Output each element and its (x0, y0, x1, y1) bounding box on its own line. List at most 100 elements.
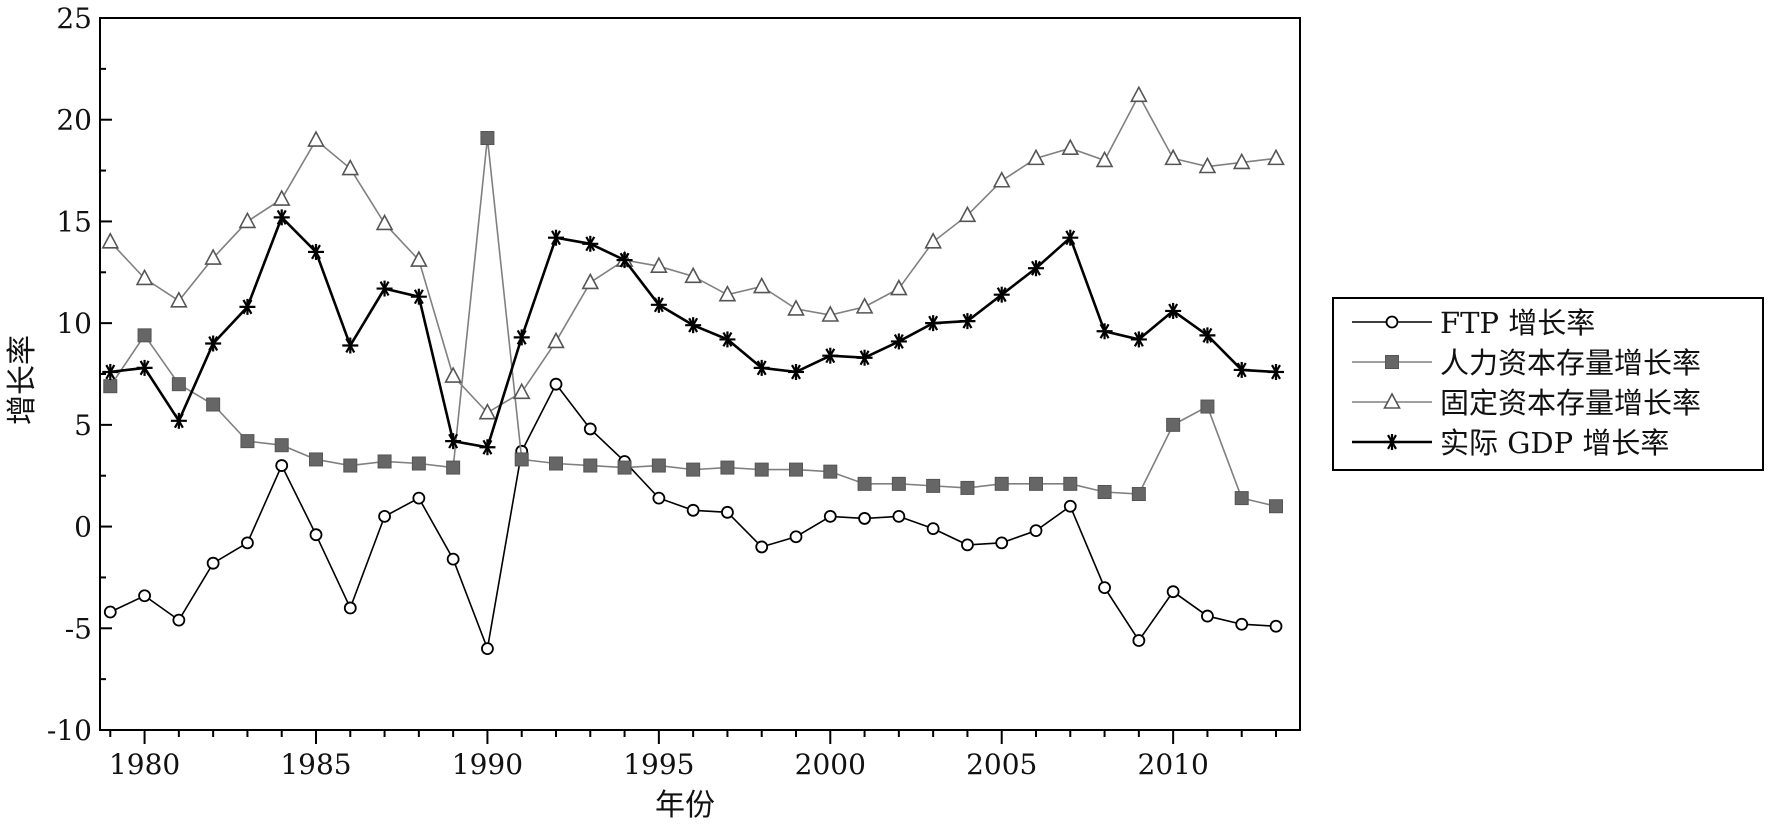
data-point-square (617, 460, 632, 475)
data-point-triangle (1232, 152, 1251, 170)
series-line (109, 93, 1277, 414)
data-point-circle (138, 589, 151, 603)
legend-frame (1332, 297, 1764, 471)
data-point-triangle (512, 382, 531, 400)
legend-item: 固定资本存量增长率 (1352, 386, 1701, 420)
data-point-star (616, 252, 633, 269)
data-point-square (343, 458, 358, 473)
data-point-square (411, 456, 426, 471)
data-point-square (240, 434, 255, 449)
y-tick-label: 5 (74, 409, 92, 442)
data-point-circle (1166, 585, 1180, 599)
y-tick-label: 15 (56, 205, 92, 238)
data-point-square (754, 462, 769, 477)
data-point-square (377, 454, 392, 469)
data-point-star (239, 298, 256, 315)
data-point-triangle (1061, 138, 1080, 155)
data-point-star (856, 349, 873, 366)
data-point-star (479, 439, 496, 456)
plot-frame (99, 17, 1301, 731)
data-point-circle (241, 536, 254, 550)
data-point-triangle (101, 232, 120, 249)
data-point-circle (583, 422, 597, 436)
data-point-triangle (718, 284, 737, 302)
data-point-square (206, 397, 221, 412)
data-point-triangle (307, 130, 325, 147)
y-tick-label: 10 (56, 307, 92, 340)
data-point-square (103, 379, 118, 394)
data-point-triangle (272, 189, 291, 206)
legend-label: FTP 增长率 (1440, 306, 1595, 340)
data-point-square (1166, 417, 1181, 432)
data-point-square (720, 460, 735, 475)
data-point-square (651, 458, 666, 473)
data-point-circle (275, 459, 289, 472)
data-point-square (1200, 399, 1215, 414)
data-point-circle (378, 510, 391, 523)
data-point-triangle (375, 213, 394, 231)
data-point-triangle (1130, 85, 1148, 103)
series-circle (103, 377, 1283, 656)
data-point-square (823, 464, 838, 479)
data-point-triangle (752, 276, 771, 294)
legend-item: FTP 增长率 (1352, 306, 1595, 340)
data-point-star (959, 313, 976, 330)
data-point-square (171, 377, 186, 392)
legend-label: 人力资本存量增长率 (1440, 346, 1701, 380)
x-tick-label: 1995 (623, 748, 694, 781)
data-point-square (274, 438, 289, 453)
data-point-star (205, 335, 222, 352)
data-point-star (1028, 260, 1044, 277)
data-point-circle (412, 491, 426, 505)
data-point-triangle (581, 272, 600, 290)
series-star (102, 209, 1284, 456)
data-point-square (1063, 476, 1078, 491)
data-point-triangle (855, 297, 874, 314)
y-tick-label: 20 (56, 104, 92, 137)
x-tick-label: 2005 (966, 748, 1037, 781)
data-point-star (719, 331, 736, 348)
data-point-circle (755, 540, 769, 554)
data-point-circle (823, 510, 837, 523)
data-point-star (1062, 229, 1079, 246)
data-point-triangle (958, 205, 977, 223)
data-point-square (1131, 487, 1146, 502)
data-point-triangle (1027, 148, 1045, 166)
series-square (103, 131, 1283, 514)
x-tick-label: 2010 (1138, 748, 1209, 781)
data-point-triangle (170, 291, 188, 308)
data-point-square (960, 480, 975, 495)
x-axis-label: 年份 (655, 788, 715, 823)
data-point-triangle (547, 331, 565, 349)
data-point-star (445, 433, 462, 450)
data-point-circle (549, 377, 563, 391)
data-point-circle (858, 512, 871, 525)
data-point-star (1384, 434, 1400, 450)
data-point-circle (343, 601, 357, 615)
legend-item: 实际 GDP 增长率 (1352, 426, 1669, 460)
series-triangle (101, 85, 1285, 420)
data-point-square (137, 328, 152, 343)
data-point-square (309, 452, 323, 467)
data-point-star (548, 229, 564, 246)
y-tick-label: 25 (56, 2, 92, 35)
data-point-triangle (1095, 150, 1114, 168)
data-point-square (994, 476, 1009, 491)
data-point-star (1268, 363, 1284, 380)
data-point-star (273, 209, 290, 226)
data-point-star (685, 317, 702, 334)
data-point-triangle (650, 256, 668, 273)
data-point-star (1165, 302, 1182, 319)
data-point-circle (1063, 499, 1077, 513)
data-point-triangle (444, 366, 462, 383)
data-point-triangle (478, 402, 497, 420)
data-point-star (753, 359, 770, 376)
data-point-circle (961, 538, 974, 552)
data-point-square (1234, 491, 1249, 506)
data-point-circle (652, 491, 666, 505)
data-point-circle (721, 505, 734, 519)
data-point-circle (1098, 581, 1111, 594)
data-point-star (650, 296, 667, 313)
